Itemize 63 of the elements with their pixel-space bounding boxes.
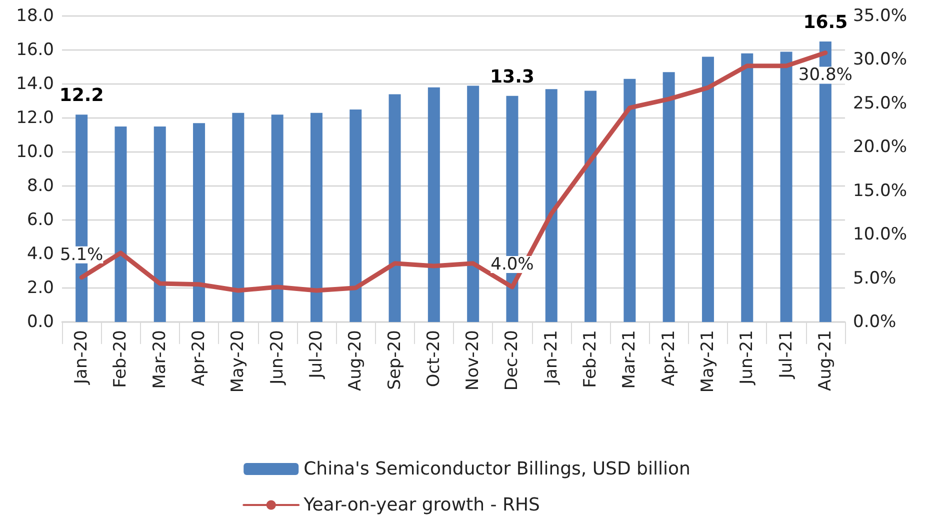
- bar: [467, 86, 480, 322]
- x-tick-label: May-21: [698, 330, 718, 393]
- data-label: 12.2: [59, 85, 104, 106]
- y-tick-label: 8.0: [26, 176, 54, 196]
- y-tick-label: 4.0: [26, 244, 54, 264]
- data-label: 30.8%: [798, 65, 852, 86]
- data-label: 5.1%: [60, 244, 104, 265]
- bar: [662, 72, 675, 322]
- y2-tick-label: 5.0%: [853, 268, 896, 288]
- x-tick-label: Aug-21: [815, 330, 836, 391]
- bar: [232, 112, 244, 322]
- bar: [741, 53, 754, 322]
- bar: [624, 78, 636, 322]
- y2-tick-label: 25.0%: [853, 93, 908, 114]
- bar: [154, 126, 166, 322]
- y-tick-label: 2.0: [26, 278, 54, 298]
- data-label: 13.3: [490, 66, 534, 88]
- bar: [271, 114, 284, 322]
- x-tick-label: Sep-20: [384, 330, 405, 390]
- x-tick-label: Jan-20: [72, 330, 92, 385]
- y-tick-label: 18.0: [16, 6, 54, 26]
- y2-tick-label: 15.0%: [853, 180, 908, 201]
- y-tick-label: 6.0: [26, 210, 54, 230]
- y-tick-label: 14.0: [16, 74, 54, 94]
- y-tick-label: 10.0: [16, 142, 54, 162]
- x-tick-label: Feb-21: [580, 330, 601, 388]
- legend-label: Year-on-year growth - RHS: [302, 494, 540, 516]
- x-tick-label: Oct-20: [424, 330, 444, 388]
- x-tick-label: Mar-21: [620, 330, 640, 389]
- y2-tick-label: 20.0%: [853, 137, 908, 158]
- bar: [584, 90, 597, 322]
- x-tick-label: May-20: [228, 330, 248, 393]
- bar: [350, 110, 362, 322]
- y2-tick-label: 35.0%: [853, 6, 908, 26]
- data-label: 4.0%: [490, 254, 534, 275]
- x-tick-label: Jul-20: [306, 330, 326, 380]
- bar: [114, 126, 127, 322]
- x-tick-label: Jun-20: [267, 330, 288, 386]
- bar: [702, 56, 714, 322]
- x-tick-label: Apr-21: [658, 330, 679, 386]
- y2-tick-label: 10.0%: [853, 224, 908, 245]
- x-tick-label: Jun-21: [737, 330, 758, 386]
- y-tick-label: 16.0: [16, 40, 54, 60]
- bar: [193, 123, 206, 322]
- x-tick-label: Jul-21: [776, 330, 796, 380]
- y2-tick-label: 0.0%: [853, 312, 896, 332]
- y-tick-label: 12.0: [16, 108, 54, 128]
- data-label: 16.5: [803, 12, 848, 33]
- y-tick-label: 0.0: [26, 312, 54, 332]
- y2-tick-label: 30.0%: [853, 50, 908, 70]
- x-tick-label: Aug-20: [346, 330, 366, 391]
- x-tick-label: Apr-20: [189, 330, 210, 386]
- legend-label: China's Semiconductor Billings, USD billion: [304, 458, 690, 480]
- bar: [310, 112, 322, 322]
- x-tick-label: Nov-20: [463, 330, 484, 390]
- bar: [780, 52, 792, 322]
- x-tick-label: Mar-20: [150, 330, 170, 389]
- x-tick-label: Feb-20: [110, 330, 131, 388]
- x-tick-label: Dec-20: [502, 330, 522, 391]
- bar: [388, 94, 401, 322]
- bar: [545, 89, 558, 322]
- bar: [428, 87, 440, 322]
- x-tick-label: Jan-21: [541, 330, 562, 385]
